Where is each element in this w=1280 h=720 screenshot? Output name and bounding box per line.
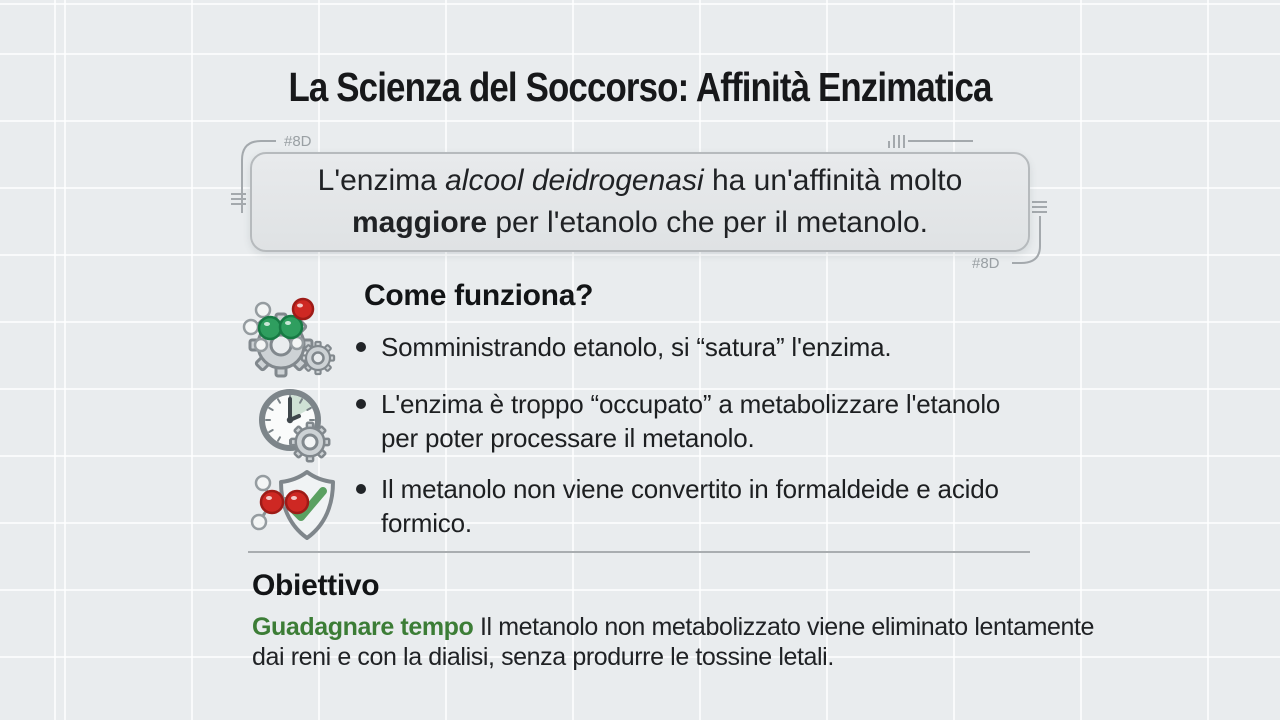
objective-text: Guadagnare tempo Il metanolo non metabol… bbox=[252, 612, 1102, 672]
key-fact-box: L'enzima alcool deidrogenasi ha un'affin… bbox=[250, 152, 1030, 252]
equals-mark-left bbox=[231, 193, 246, 205]
enzyme-molecule-gears-icon bbox=[242, 296, 338, 387]
bullet-text: Il metanolo non viene convertito in form… bbox=[381, 474, 999, 538]
bullet-item: Il metanolo non viene convertito in form… bbox=[356, 472, 1026, 540]
bullet-dot bbox=[356, 399, 366, 409]
objective-body: Il metanolo non metabolizzato viene elim… bbox=[252, 613, 1095, 671]
enzyme-name: alcool deidrogenasi bbox=[445, 164, 704, 197]
decor-tag-bottom: #8D bbox=[972, 255, 1000, 272]
bullet-dot bbox=[356, 342, 366, 352]
objective-highlight: Guadagnare tempo bbox=[252, 613, 474, 641]
tick-marks-top-right bbox=[888, 135, 973, 148]
decor-tag-top: #8D bbox=[284, 133, 312, 150]
page-title: La Scienza del Soccorso: Affinità Enzima… bbox=[288, 64, 992, 110]
emphasis-word: maggiore bbox=[351, 206, 488, 239]
molecule-shield-check-icon bbox=[244, 468, 340, 553]
section-heading-objective: Obiettivo bbox=[252, 569, 380, 602]
bullet-text: L'enzima è troppo “occupato” a metaboliz… bbox=[381, 389, 1001, 453]
bullet-text: Somministrando etanolo, si “satura” l'en… bbox=[381, 332, 892, 362]
bullet-dot bbox=[356, 484, 366, 494]
clock-gear-icon bbox=[246, 383, 338, 474]
divider bbox=[248, 551, 1030, 553]
equals-mark-right bbox=[1032, 201, 1047, 213]
section-heading-how: Come funziona? bbox=[364, 279, 594, 312]
bullet-item: Somministrando etanolo, si “satura” l'en… bbox=[356, 330, 1026, 364]
bullet-item: L'enzima è troppo “occupato” a metaboliz… bbox=[356, 387, 1026, 455]
key-fact-text: L'enzima alcool deidrogenasi ha un'affin… bbox=[317, 164, 963, 239]
